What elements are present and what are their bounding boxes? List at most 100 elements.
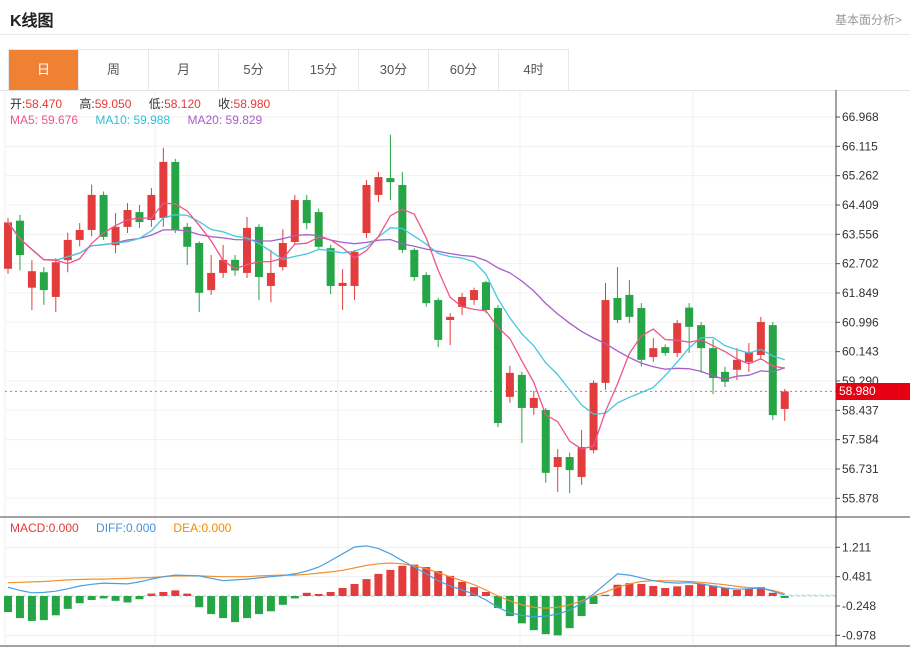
candle-body [744, 351, 753, 362]
tab-week[interactable]: 周 [79, 50, 149, 90]
macd-histogram-bar [254, 596, 263, 615]
price-tick-label: 55.878 [842, 491, 879, 505]
candle-body [577, 447, 586, 477]
macd-histogram-bar [482, 591, 490, 596]
price-tick-label: 61.849 [842, 286, 879, 300]
macd-histogram-bar [601, 594, 610, 596]
macd-histogram-bar [15, 596, 24, 619]
macd-histogram-bar [278, 596, 287, 605]
low-label: 低: [148, 97, 165, 111]
macd-histogram-bar [565, 596, 574, 629]
ohlc-info: 开:58.470 高:59.050 低:58.120 收:58.980 [10, 95, 270, 112]
candle-body [756, 322, 765, 356]
candle-body [63, 239, 72, 261]
tab-month[interactable]: 月 [149, 50, 219, 90]
candle-body [446, 316, 455, 320]
candle-body [362, 184, 371, 234]
macd-histogram-bar [207, 596, 216, 615]
fundamental-analysis-link[interactable]: 基本面分析> [834, 13, 902, 27]
open-value: 58.470 [25, 97, 63, 111]
price-tick-label: 63.556 [842, 227, 879, 241]
ma5-value: 59.676 [41, 113, 79, 127]
candle-body [649, 348, 658, 358]
macd-histogram-bar [159, 591, 168, 596]
candle-body [195, 243, 204, 293]
ma-info: MA5: 59.676 MA10: 59.988 MA20: 59.829 [10, 113, 262, 127]
macd-histogram-bar [410, 564, 419, 596]
price-tick-label: 66.968 [842, 110, 879, 124]
ma10-value: 59.988 [133, 113, 171, 127]
candle-body [458, 296, 467, 307]
macd-histogram-bar [39, 596, 48, 621]
macd-histogram-bar [4, 596, 12, 613]
macd-histogram-bar [338, 587, 347, 596]
macd-histogram-bar [111, 596, 120, 601]
candle-body [697, 325, 706, 349]
tab-15min[interactable]: 15分 [289, 50, 359, 90]
open-label: 开: [10, 97, 26, 111]
macd-histogram-bar [434, 571, 443, 596]
macd-histogram-bar [350, 583, 359, 596]
candle-body [326, 248, 335, 286]
macd-histogram-bar [697, 583, 706, 596]
candle-body [625, 294, 634, 317]
macd-histogram-bar [290, 596, 299, 599]
candle-body [721, 371, 729, 382]
price-tick-label: 62.702 [842, 257, 879, 271]
tab-30min[interactable]: 30分 [359, 50, 429, 90]
macd-histogram-bar [756, 587, 765, 596]
candle-body [613, 297, 622, 320]
price-tick-label: 60.996 [842, 315, 879, 329]
macd-value: 0.000 [48, 521, 79, 535]
macd-histogram-bar [577, 596, 586, 617]
candle-body [75, 229, 84, 240]
ma10-line [7, 214, 785, 415]
price-tick-label: 60.143 [842, 345, 879, 359]
candle-body [39, 272, 48, 291]
macd-histogram-bar [135, 596, 144, 600]
candle-body [243, 227, 251, 273]
tab-day[interactable]: 日 [9, 50, 79, 90]
interval-tab-row: 日周月 5分 15分 30分 60分 4时 [0, 49, 910, 91]
macd-histogram-bar [27, 596, 36, 621]
candle-body [661, 347, 670, 353]
ma20-line [7, 222, 785, 381]
close-label: 收: [218, 97, 234, 111]
kline-chart[interactable]: 66.968 66.115 65.262 64.409 63.556 62.702 61.8… [0, 90, 910, 651]
price-tick-label: 64.409 [842, 198, 879, 212]
macd-histogram-bar [75, 596, 84, 604]
candle-body [517, 374, 526, 408]
candle-body [338, 282, 347, 286]
interval-tab-bar: 日周月 5分 15分 30分 60分 4时 [8, 49, 569, 90]
macd-histogram-bar [505, 596, 514, 617]
candle-body [685, 307, 694, 327]
macd-histogram-bar [732, 589, 741, 596]
candle-body [135, 212, 144, 223]
candle-body [207, 272, 216, 291]
close-value: 58.980 [233, 97, 271, 111]
macd-tick-label: 0.481 [842, 570, 872, 584]
price-tick-label: 58.437 [842, 403, 879, 417]
candle-body [553, 457, 562, 468]
candle-body [51, 262, 60, 297]
macd-histogram-bar [374, 573, 383, 596]
macd-histogram-bar [649, 585, 658, 596]
price-tick-label: 65.262 [842, 169, 879, 183]
candle-body [231, 259, 240, 271]
candle-body [219, 259, 228, 273]
tab-5min[interactable]: 5分 [219, 50, 289, 90]
candle-body [601, 300, 610, 383]
tab-4hour[interactable]: 4时 [499, 50, 568, 90]
candle-body [398, 184, 407, 250]
macd-histogram-bar [51, 596, 60, 616]
macd-label: MACD: [10, 521, 49, 535]
ma5-line [7, 202, 785, 450]
diff-value: 0.000 [126, 521, 157, 535]
tab-60min[interactable]: 60分 [429, 50, 499, 90]
macd-histogram-bar [625, 583, 634, 596]
macd-histogram-bar [744, 588, 753, 596]
macd-histogram-bar [721, 587, 729, 596]
low-value: 58.120 [164, 97, 201, 111]
ma10-label: MA10: [95, 113, 131, 127]
